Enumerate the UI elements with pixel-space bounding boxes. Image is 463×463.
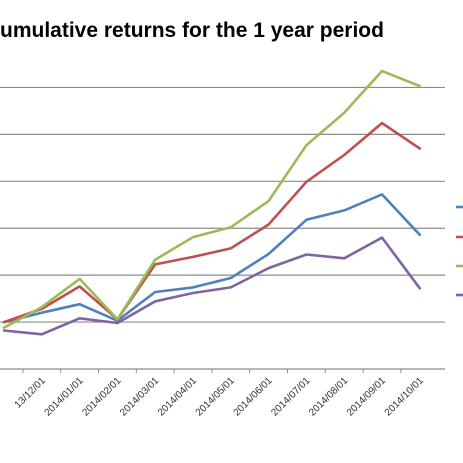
chart-title: umulative returns for the 1 year period	[0, 19, 384, 42]
x-tick-label: 2014/08/01	[307, 375, 350, 418]
x-tick-label: 2014/05/01	[194, 375, 237, 418]
legend	[456, 205, 463, 297]
series-line-4	[2, 236, 422, 336]
x-tick-label: 2014/04/01	[156, 375, 199, 418]
x-tick-label: 2014/06/01	[232, 375, 275, 418]
series-line-2	[2, 121, 422, 324]
x-tick-label: 2014/09/01	[345, 375, 388, 418]
x-tick-label: 2014/03/01	[118, 375, 161, 418]
series-line-3	[2, 69, 422, 330]
x-tick-label: 2014/07/01	[269, 375, 312, 418]
x-tick-label: 2014/10/01	[383, 375, 426, 418]
x-axis	[0, 368, 445, 373]
x-tick-label: 13/12/01	[13, 375, 49, 411]
series-line-1	[2, 193, 422, 324]
x-tick-labels: 13/12/012014/01/012014/02/012014/03/0120…	[13, 375, 427, 418]
x-tick-label: 2014/02/01	[80, 375, 123, 418]
x-tick-label: 2014/01/01	[43, 375, 86, 418]
series-lines	[2, 69, 422, 336]
